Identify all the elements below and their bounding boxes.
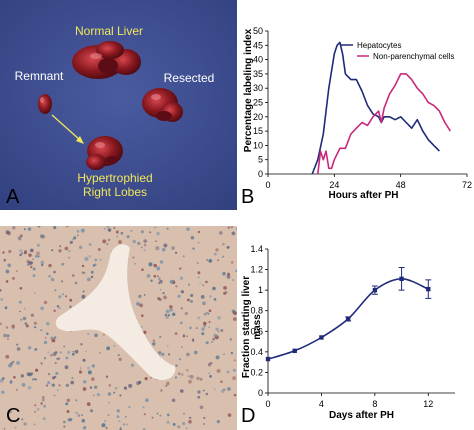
x-tick-label: 24 [329, 180, 339, 190]
y-tick-label: 0.2 [250, 367, 263, 377]
y-tick-label: 0 [258, 388, 263, 398]
hypertrophied-liver-image [86, 136, 123, 170]
data-point [399, 276, 404, 282]
remnant-liver-image [38, 94, 52, 114]
y-axis-title: Percentage labeling index [243, 28, 254, 152]
legend-label-hepatocytes: Hepatocytes [357, 41, 401, 50]
y-tick-label: 30 [253, 83, 263, 93]
x-tick-label: 4 [319, 399, 324, 409]
x-tick-label: 72 [462, 180, 472, 190]
normal-liver-label: Normal Liver [75, 24, 143, 38]
y-tick-label: 50 [253, 26, 263, 36]
y-tick-label: 5 [258, 155, 263, 165]
x-axis-title: Hours after PH [328, 190, 398, 201]
y-tick-label: 10 [253, 140, 263, 150]
panel-letter-b: B [241, 186, 254, 208]
y-tick-label: 35 [253, 69, 263, 79]
legend-label-nonparenchymal: Non-parenchymal cells [373, 52, 454, 61]
x-tick-label: 48 [396, 180, 406, 190]
panel-letter-d: D [241, 405, 255, 427]
central-vein [55, 244, 176, 381]
x-tick-label: 12 [423, 399, 433, 409]
series-line-hepatocytes [311, 41, 440, 175]
panel-c-histology-image: C [0, 226, 237, 430]
y-tick-label: 1 [258, 285, 263, 295]
y-axis-title-line1: Fraction starting liver [241, 276, 252, 378]
panel-d-liver-mass-chart: D 0 0.2 0.4 0.6 0.8 1 1.2 1.4 0 4 8 12 Days after PH… [241, 244, 455, 427]
y-tick-label: 20 [253, 112, 263, 122]
data-point [426, 286, 431, 292]
remnant-label: Remnant [15, 69, 64, 83]
panel-a-liver-photo: Normal Liver Remnant Resected Hypertroph… [0, 0, 237, 210]
y-tick-label: 1.4 [250, 244, 263, 254]
y-axis-title-line2: mass [252, 314, 263, 340]
resected-liver-image [142, 88, 183, 122]
y-tick-label: 45 [253, 40, 263, 50]
data-point [265, 356, 271, 362]
y-tick-label: 0.6 [250, 326, 263, 336]
hypertrophied-label-line2: Right Lobes [83, 185, 147, 199]
normal-liver-image [72, 41, 141, 79]
panel-letter-c: C [6, 405, 20, 427]
data-point [292, 348, 297, 354]
y-tick-label: 25 [253, 98, 263, 108]
data-point [345, 316, 351, 322]
x-tick-label: 8 [372, 399, 377, 409]
hypertrophied-label-line1: Hypertrophied [77, 171, 152, 185]
growth-arrow [51, 114, 84, 144]
resected-label: Resected [164, 71, 215, 85]
y-tick-label: 1.2 [250, 265, 263, 275]
data-point [372, 287, 378, 293]
chart-b-legend: Hepatocytes Non-parenchymal cells [341, 41, 454, 61]
data-point [319, 335, 324, 340]
y-tick-label: 0 [258, 169, 263, 179]
series-line-nonparenchymal [317, 73, 452, 175]
panel-letter-a: A [6, 186, 20, 208]
x-tick-label: 0 [265, 180, 270, 190]
x-axis-title: Days after PH [329, 410, 394, 421]
x-tick-label: 0 [265, 399, 270, 409]
y-tick-label: 0.8 [250, 306, 263, 316]
y-tick-label: 40 [253, 55, 263, 65]
panel-b-labeling-chart: Hepatocytes Non-parenchymal cells B 0 5 10… [241, 26, 472, 208]
y-tick-label: 15 [253, 126, 263, 136]
y-tick-label: 0.4 [250, 347, 263, 357]
